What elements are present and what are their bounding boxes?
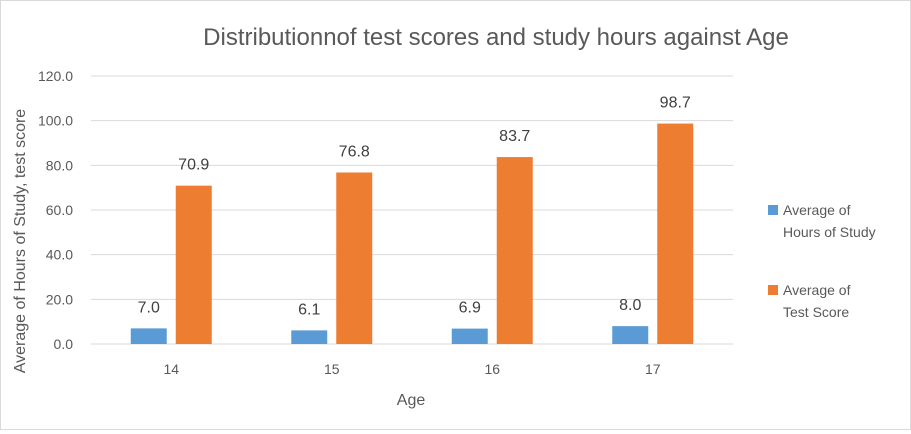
bar-test-score-15: [336, 172, 373, 344]
data-label: 98.7: [660, 95, 691, 112]
y-tick-label: 60.0: [46, 202, 73, 218]
legend-swatch: [768, 205, 778, 215]
bar-test-score-14: [175, 185, 212, 344]
data-label: 7.0: [138, 299, 160, 316]
chart-title: Distributionnof test scores and study ho…: [203, 24, 789, 51]
y-tick-label: 100.0: [38, 113, 73, 129]
bar-test-score-16: [496, 157, 533, 344]
data-label: 76.8: [339, 143, 370, 160]
y-axis-title: Average of Hours of Study, test score: [12, 109, 29, 374]
x-tick-label: 16: [484, 361, 500, 377]
bar-hours-of-study-15: [291, 330, 328, 344]
x-tick-label: 14: [163, 361, 179, 377]
y-tick-label: 20.0: [46, 291, 73, 307]
bar-hours-of-study-16: [451, 328, 488, 344]
bars: [130, 123, 694, 344]
x-axis-title: Age: [397, 392, 426, 409]
data-label: 70.9: [178, 157, 209, 174]
y-tick-label: 40.0: [46, 247, 73, 263]
y-tick-label: 120.0: [38, 68, 73, 84]
legend-label: Test Score: [783, 304, 849, 320]
data-labels: 7.0 70.9 6.1 76.8 6.9 83.7 8.0 98.7: [138, 95, 691, 319]
x-axis-tick-labels: 14 15 16 17: [163, 361, 660, 377]
y-axis-tick-labels: 0.0 20.0 40.0 60.0 80.0 100.0 120.0: [38, 68, 73, 352]
data-label: 6.1: [298, 301, 320, 318]
legend-swatch: [768, 285, 778, 295]
x-tick-label: 15: [324, 361, 340, 377]
data-label: 6.9: [459, 300, 481, 317]
data-label: 8.0: [619, 297, 641, 314]
bar-hours-of-study-17: [612, 326, 649, 344]
bar-test-score-17: [657, 123, 694, 344]
y-tick-label: 80.0: [46, 157, 73, 173]
legend-label: Hours of Study: [783, 224, 876, 240]
legend-label: Average of: [783, 202, 851, 218]
y-tick-label: 0.0: [54, 336, 74, 352]
x-tick-label: 17: [645, 361, 661, 377]
bar-hours-of-study-14: [130, 328, 167, 344]
legend: Average of Hours of Study Average of Test S…: [768, 202, 876, 320]
legend-label: Average of: [783, 282, 851, 298]
data-label: 83.7: [499, 128, 530, 145]
